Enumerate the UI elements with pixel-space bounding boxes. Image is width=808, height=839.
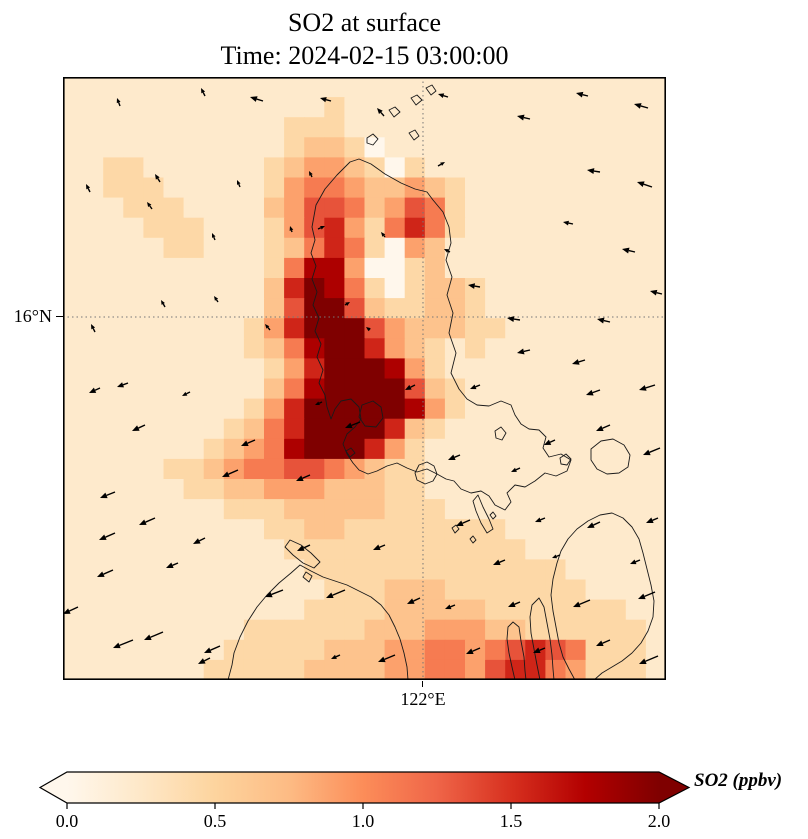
colorbar-tick-label: 1.0 <box>352 811 375 831</box>
chart-subtitle: Time: 2024-02-15 03:00:00 <box>220 41 509 70</box>
gridlines <box>63 77 666 680</box>
colorbar: 0.0 0.5 1.0 1.5 2.0 <box>30 757 760 837</box>
y-axis-tick-label: 16°N <box>13 306 52 326</box>
colorbar-ticks: 0.0 0.5 1.0 1.5 2.0 <box>56 803 671 831</box>
colorbar-label: SO2 (ppbv) <box>694 770 783 791</box>
colorbar-tick-label: 2.0 <box>648 811 671 831</box>
colorbar-bar <box>38 771 691 804</box>
colorbar-tick-label: 0.5 <box>204 811 227 831</box>
colorbar-tick-label: 0.0 <box>56 811 79 831</box>
colorbar-svg: 0.0 0.5 1.0 1.5 2.0 <box>38 771 691 831</box>
x-axis-tick-mark <box>422 681 424 687</box>
y-axis-tick-mark <box>56 316 63 318</box>
chart-title-block: SO2 at surface Time: 2024-02-15 03:00:00 <box>63 6 666 72</box>
coastline-layer <box>227 84 655 680</box>
map-border <box>63 77 666 680</box>
chart-title: SO2 at surface <box>287 8 442 37</box>
map-plot-area <box>63 77 666 680</box>
heatmap-layer <box>63 77 666 680</box>
wind-arrow-layer <box>63 88 663 665</box>
map-svg <box>63 77 666 680</box>
x-axis-tick-label: 122°E <box>400 689 446 709</box>
colorbar-tick-label: 1.5 <box>500 811 523 831</box>
